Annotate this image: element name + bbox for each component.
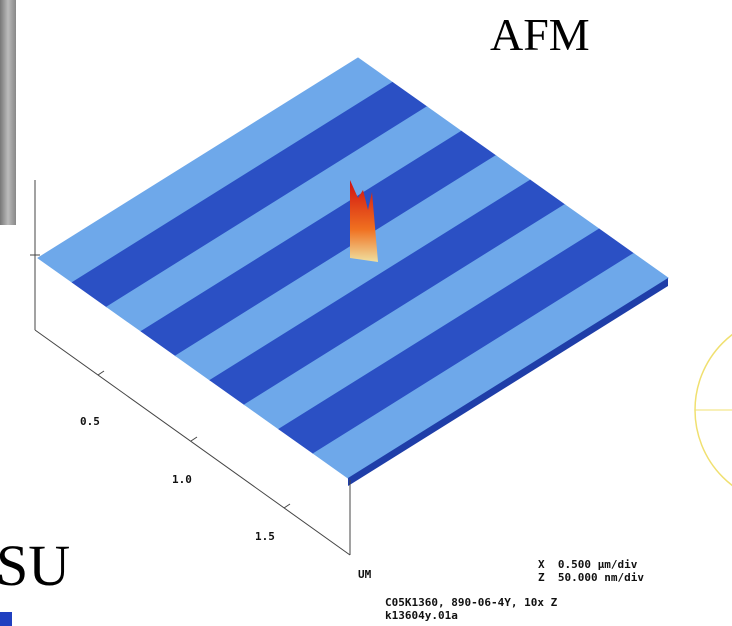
caption: C05K1360, 890-06-4Y, 10x Z	[385, 596, 558, 609]
scale-x: X 0.500 µm/div	[538, 558, 638, 571]
title: AFM	[490, 9, 590, 60]
tick-label: 1.5	[255, 530, 275, 543]
tick-label: 0.5	[80, 415, 100, 428]
side-photo	[0, 0, 16, 225]
corner-square	[0, 612, 12, 626]
scale-z: Z 50.000 nm/div	[538, 571, 644, 584]
surface	[38, 58, 668, 486]
unit-label: UM	[358, 568, 372, 581]
afm-image: AFM SU 0.5 1.0 1.5 UM X 0.500 µm/div Z 5…	[0, 0, 732, 626]
caption: k13604y.01a	[385, 609, 458, 622]
tick-label: 1.0	[172, 473, 192, 486]
side-text: SU	[0, 533, 70, 598]
